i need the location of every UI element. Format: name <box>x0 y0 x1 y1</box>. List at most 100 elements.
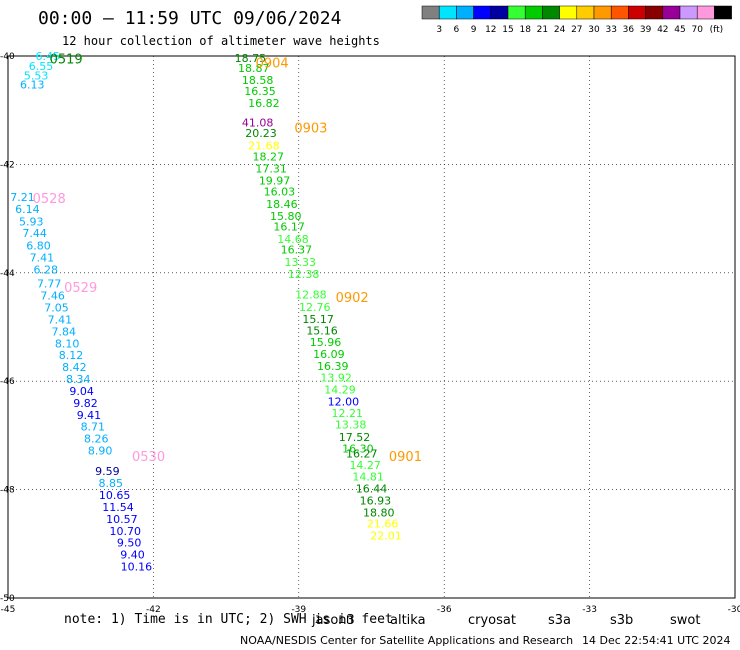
wave-height-value: 18.27 <box>253 150 285 163</box>
wave-height-value: 8.12 <box>59 349 84 362</box>
wave-height-value: 10.70 <box>110 525 142 538</box>
wave-height-value: 10.57 <box>106 513 138 526</box>
map-subtitle: 12 hour collection of altimeter wave hei… <box>62 34 380 48</box>
latitude-label: -48 <box>0 486 15 496</box>
wave-height-value: 6.13 <box>20 79 45 92</box>
latitude-label: -44 <box>0 269 15 279</box>
wave-height-value: 41.08 <box>242 117 274 130</box>
wave-height-value: 18.87 <box>238 62 270 75</box>
satellite-legend-cryosat: cryosat <box>468 613 516 628</box>
wave-height-value: 13.92 <box>320 371 352 384</box>
wave-height-value: 5.53 <box>24 70 49 83</box>
color-scale-label: 12 <box>485 25 496 35</box>
wave-height-value: 6.55 <box>29 60 54 73</box>
wave-height-value: 7.41 <box>30 252 55 265</box>
wave-height-value: 12.38 <box>288 268 320 281</box>
satellite-legend-s3a: s3a <box>548 613 572 628</box>
satellite-legend-altika: altika <box>390 613 426 628</box>
note-text: note: 1) Time is in UTC; 2) SWH is in fe… <box>64 612 393 627</box>
color-scale-label: 15 <box>502 25 513 35</box>
wave-height-value: 7.77 <box>37 278 62 291</box>
wave-height-value: 9.59 <box>95 465 120 478</box>
wave-height-value: 16.82 <box>248 97 280 110</box>
wave-height-value: 22.01 <box>370 530 402 543</box>
color-scale-label: 9 <box>471 25 477 35</box>
wave-height-value: 13.38 <box>335 419 367 432</box>
wave-height-value: 16.93 <box>360 494 392 507</box>
color-swatch <box>714 5 732 20</box>
wave-height-value: 5.93 <box>19 215 44 228</box>
wave-height-value: 18.80 <box>363 506 395 519</box>
color-scale-label: 42 <box>657 25 668 35</box>
wave-height-value: 7.05 <box>44 301 69 314</box>
color-scale-label: 27 <box>571 25 582 35</box>
wave-height-value: 8.42 <box>62 361 87 374</box>
color-scale-label: 45 <box>674 25 685 35</box>
map-frame <box>7 55 736 599</box>
color-scale-label: 36 <box>623 25 635 35</box>
wave-height-value: 9.40 <box>120 549 145 562</box>
wave-height-value: 10.65 <box>99 489 131 502</box>
longitude-label: -30 <box>728 605 740 615</box>
wave-height-value: 9.50 <box>117 537 142 550</box>
timestamp-text: 14 Dec 22:54:41 UTC 2024 <box>582 634 731 647</box>
pass-time-label: 0901 <box>389 450 422 465</box>
wave-height-value: 21.66 <box>367 518 399 531</box>
color-scale-unit: (ft) <box>710 25 724 35</box>
color-scale-label: 21 <box>537 25 548 35</box>
wave-height-value: 15.16 <box>306 324 338 337</box>
wave-height-value: 8.85 <box>98 477 123 490</box>
wave-height-value: 8.10 <box>55 337 80 350</box>
color-scale-label: 18 <box>519 25 531 35</box>
wave-height-value: 17.31 <box>255 163 287 176</box>
wave-height-value: 12.88 <box>295 288 327 301</box>
pass-time-label: 0519 <box>50 53 83 68</box>
latitude-label: -46 <box>0 377 15 387</box>
wave-height-value: 12.76 <box>299 301 331 314</box>
pass-time-label: 0902 <box>336 291 369 306</box>
wave-height-value: 8.71 <box>81 421 106 434</box>
color-scale-label: 70 <box>691 25 703 35</box>
wave-height-value: 16.17 <box>273 221 305 234</box>
wave-height-value: 9.04 <box>69 385 94 398</box>
wave-height-value: 16.27 <box>346 447 378 460</box>
wave-height-value: 10.16 <box>121 561 153 574</box>
longitude-label: -33 <box>582 605 597 615</box>
map-title: 00:00 – 11:59 UTC 09/06/2024 <box>38 8 342 29</box>
wave-height-value: 14.29 <box>324 383 356 396</box>
wave-height-value: 16.37 <box>281 243 313 256</box>
longitude-label: -36 <box>437 605 452 615</box>
pass-time-label: 0529 <box>64 281 97 296</box>
color-scale-legend: 3 6 9 12 15 18 21 24 27 30 33 36 39 42 45 70 (ft) <box>421 5 732 35</box>
wave-height-value: 6.28 <box>34 264 59 277</box>
wave-height-value: 13.33 <box>285 256 317 269</box>
wave-height-value: 7.21 <box>10 191 35 204</box>
wave-height-value: 9.82 <box>73 397 98 410</box>
wave-height-value: 9.41 <box>77 409 102 422</box>
satellite-legend-jason3: jason3 <box>312 613 355 628</box>
pass-time-label: 0528 <box>33 192 66 207</box>
satellite-legend-swot: swot <box>670 613 701 628</box>
longitude-label: -42 <box>146 605 161 615</box>
wave-height-value: 7.84 <box>51 325 76 338</box>
wave-height-value: 16.09 <box>313 348 345 361</box>
satellite-legend-s3b: s3b <box>610 613 634 628</box>
wave-height-value: 16.44 <box>356 483 388 496</box>
latitude-label: -40 <box>0 52 15 62</box>
wave-height-value: 7.46 <box>40 290 65 303</box>
color-scale-label: 6 <box>454 25 460 35</box>
wave-height-value: 6.14 <box>15 203 40 216</box>
wave-height-value: 18.58 <box>242 74 274 87</box>
pass-time-label: 0903 <box>294 122 327 137</box>
latitude-label: -50 <box>0 594 15 604</box>
wave-height-value: 7.41 <box>48 313 73 326</box>
credit-text: NOAA/NESDIS Center for Satellite Applica… <box>240 634 574 647</box>
longitude-label: -45 <box>1 605 16 615</box>
wave-height-value: 21.68 <box>248 139 280 152</box>
wave-height-value: 18.75 <box>235 52 267 65</box>
wave-height-value: 12.00 <box>328 395 360 408</box>
wave-height-value: 6.80 <box>26 240 51 253</box>
wave-height-value: 19.97 <box>259 175 291 188</box>
wave-height-value: 8.90 <box>88 445 113 458</box>
